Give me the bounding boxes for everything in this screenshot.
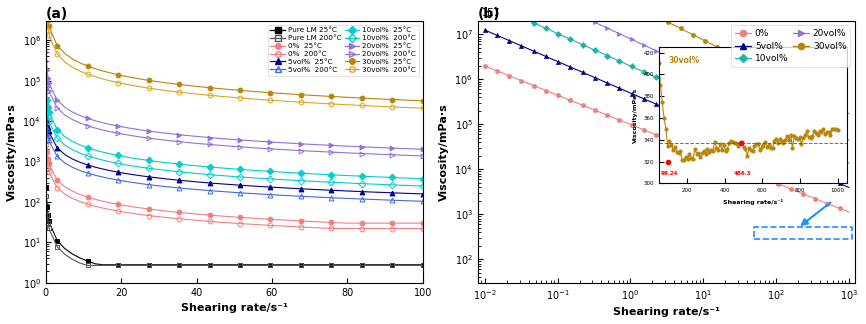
Y-axis label: Viscosity/mPa·s: Viscosity/mPa·s <box>439 103 449 201</box>
Y-axis label: Viscosity/mPa·s: Viscosity/mPa·s <box>7 103 17 201</box>
Text: 1E7: 1E7 <box>481 8 500 18</box>
Legend: Pure LM 25°C, Pure LM 200°C, 0%  25°C, 0%  200°C, 5vol%  25°C, 5vol%  200°C, 10v: Pure LM 25°C, Pure LM 200°C, 0% 25°C, 0%… <box>268 25 419 76</box>
Legend: 0%, 5vol%, 10vol%, 20vol%, 30vol%: 0%, 5vol%, 10vol%, 20vol%, 30vol% <box>732 26 850 67</box>
X-axis label: Shearing rate/s⁻¹: Shearing rate/s⁻¹ <box>181 303 288 313</box>
X-axis label: Shearing rate/s⁻¹: Shearing rate/s⁻¹ <box>612 307 720 317</box>
Text: (b): (b) <box>478 7 501 21</box>
Text: (a): (a) <box>46 7 68 21</box>
